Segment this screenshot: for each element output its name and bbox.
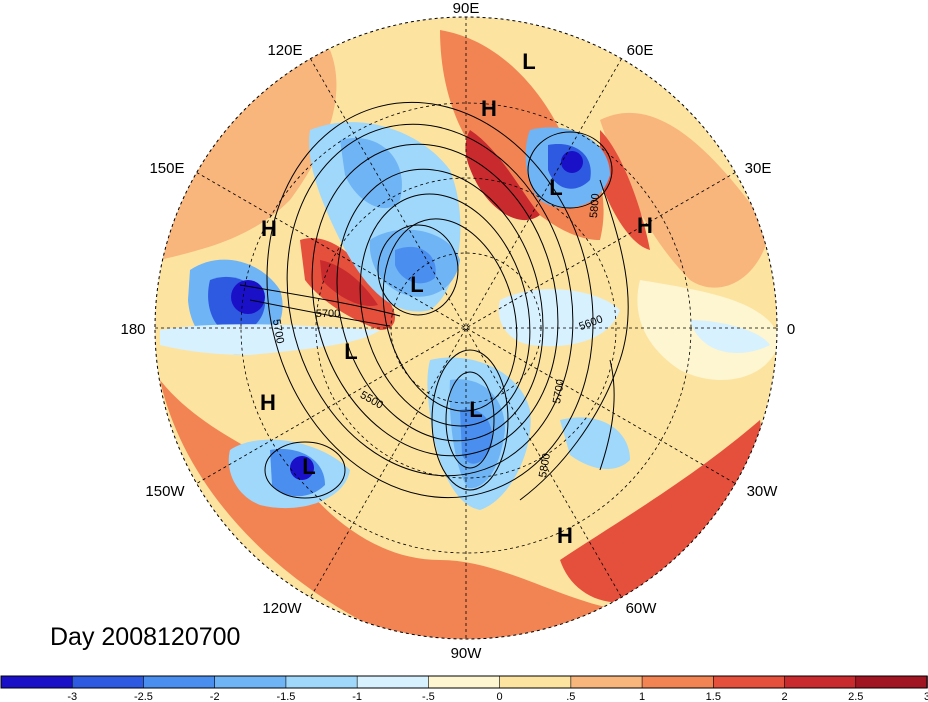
pressure-system-markers: L H L H H L L L H L H	[260, 49, 653, 548]
high-marker: H	[261, 216, 277, 241]
low-marker: L	[522, 49, 535, 74]
colorbar-tick-label: 2	[781, 691, 787, 702]
colorbar-tick-label: -1	[352, 691, 362, 702]
longitude-labels: 90E 60E 30E 0 30W 60W 90W 120W 150W 180 …	[120, 0, 795, 662]
colorbar-tick-label: 1.5	[706, 691, 721, 702]
colorbar-tick-label: 0	[497, 691, 503, 702]
colorbar-cell	[428, 675, 501, 689]
colorbar-cell	[71, 675, 145, 689]
lon-label-30E: 30E	[745, 160, 772, 177]
colorbar-cell	[143, 675, 216, 689]
colorbar-cell	[855, 675, 928, 689]
high-marker: H	[557, 523, 573, 548]
graticule	[155, 17, 777, 639]
colorbar-cell	[499, 675, 572, 689]
low-marker: L	[469, 397, 482, 422]
lon-label-30W: 30W	[747, 483, 779, 500]
colorbar-cell	[285, 675, 358, 689]
colorbar-tick-label: 2.5	[848, 691, 863, 702]
map-border	[154, 16, 778, 640]
lon-label-0: 0	[787, 321, 795, 338]
contour-label: 5700	[551, 378, 567, 404]
lon-label-90W: 90W	[451, 645, 483, 662]
colorbar-tick-label: 1	[639, 691, 645, 702]
lon-label-180: 180	[120, 321, 145, 338]
low-marker: L	[549, 175, 562, 200]
high-marker: H	[260, 390, 276, 415]
lon-label-120W: 120W	[262, 600, 302, 617]
colorbar-cell	[214, 675, 287, 689]
colorbar-tick-label: 3	[924, 691, 928, 702]
colorbar-tick-label: -3	[67, 691, 77, 702]
plot-title: Day 2008120700	[50, 623, 240, 651]
lon-label-150E: 150E	[149, 160, 184, 177]
high-marker: H	[637, 213, 653, 238]
colorbar-tick-label: -1.5	[276, 691, 295, 702]
colorbar: -3 -2.5 -2 -1.5 -1 -.5 0 .5 1 1.5 2 2.5 3	[0, 675, 928, 702]
low-marker: L	[344, 339, 357, 364]
lon-label-60E: 60E	[627, 42, 654, 59]
colorbar-tick-label: .5	[566, 691, 575, 702]
colorbar-cell	[570, 675, 643, 689]
contour-label: 5800	[588, 193, 602, 218]
contour-label: 5700	[270, 318, 286, 344]
lon-label-120E: 120E	[267, 42, 302, 59]
contour-label: 5800	[537, 452, 553, 478]
lon-label-90E: 90E	[453, 0, 480, 17]
colorbar-cell	[713, 675, 786, 689]
colorbar-tick-label: -2	[210, 691, 220, 702]
lon-label-60W: 60W	[626, 600, 658, 617]
high-marker: H	[481, 96, 497, 121]
low-marker: L	[410, 272, 423, 297]
height-contours	[239, 101, 629, 501]
colorbar-tick-label: -.5	[422, 691, 435, 702]
colorbar-tick-label: -2.5	[134, 691, 153, 702]
lon-label-150W: 150W	[145, 483, 185, 500]
colorbar-cell	[784, 675, 857, 689]
colorbar-frame	[0, 675, 928, 689]
colorbar-cell	[356, 675, 430, 689]
colorbar-cell	[641, 675, 715, 689]
colorbar-cell	[0, 675, 74, 689]
low-marker: L	[302, 454, 315, 479]
contour-label: 5700	[316, 308, 340, 320]
